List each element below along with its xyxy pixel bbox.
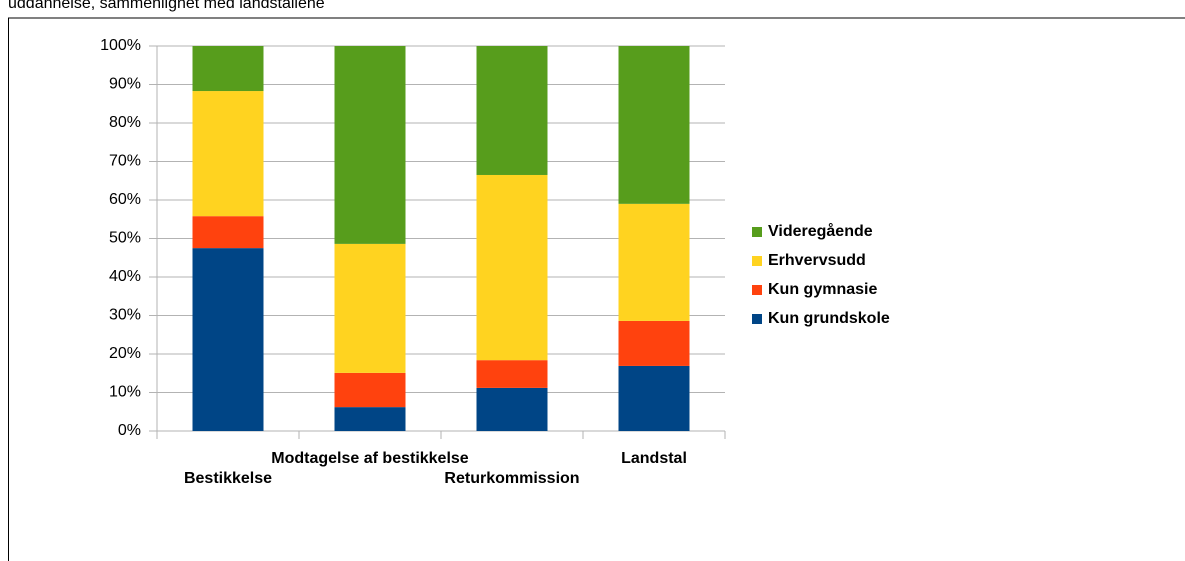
- y-tick-label: 60%: [109, 191, 141, 208]
- bar-segment: [618, 320, 690, 366]
- bar-segment: [192, 91, 264, 217]
- legend-label: Kun grundskole: [768, 310, 890, 327]
- bar-segment: [618, 365, 690, 431]
- legend-swatch: [752, 314, 762, 324]
- caption: uddannelse, sammenlignet med landstallen…: [8, 0, 325, 12]
- x-tick-label: Returkommission: [444, 470, 579, 487]
- bar-segment: [192, 248, 264, 431]
- bar-segment: [476, 46, 548, 175]
- legend-label: Erhvervsudd: [768, 252, 866, 269]
- y-tick-label: 50%: [109, 230, 141, 247]
- legend-swatch: [752, 285, 762, 295]
- bar-segment: [476, 360, 548, 388]
- x-tick-label: Landstal: [621, 450, 687, 467]
- y-tick-label: 40%: [109, 268, 141, 285]
- bar-segment: [192, 46, 264, 92]
- y-tick-label: 80%: [109, 114, 141, 131]
- legend-label: Videregående: [768, 222, 873, 240]
- legend-swatch: [752, 227, 762, 237]
- x-tick-label: Bestikkelse: [184, 470, 272, 487]
- bar-segment: [334, 407, 406, 431]
- legend-swatch: [752, 256, 762, 266]
- bar-segment: [334, 372, 406, 408]
- bar-segment: [192, 216, 264, 249]
- legend-label: Kun gymnasie: [768, 281, 877, 298]
- y-tick-label: 10%: [109, 384, 141, 401]
- x-tick-label: Modtagelse af bestikkelse: [271, 450, 469, 467]
- y-tick-label: 30%: [109, 307, 141, 324]
- bar-segment: [476, 387, 548, 431]
- y-tick-label: 100%: [100, 37, 141, 54]
- bar-segment: [476, 174, 548, 361]
- bar-segment: [618, 46, 690, 204]
- bar-segment: [334, 243, 406, 373]
- y-tick-label: 20%: [109, 345, 141, 362]
- y-tick-label: 90%: [109, 76, 141, 93]
- y-tick-label: 70%: [109, 153, 141, 170]
- bar-segment: [334, 46, 406, 244]
- y-tick-label: 0%: [118, 422, 141, 439]
- bar-segment: [618, 203, 690, 321]
